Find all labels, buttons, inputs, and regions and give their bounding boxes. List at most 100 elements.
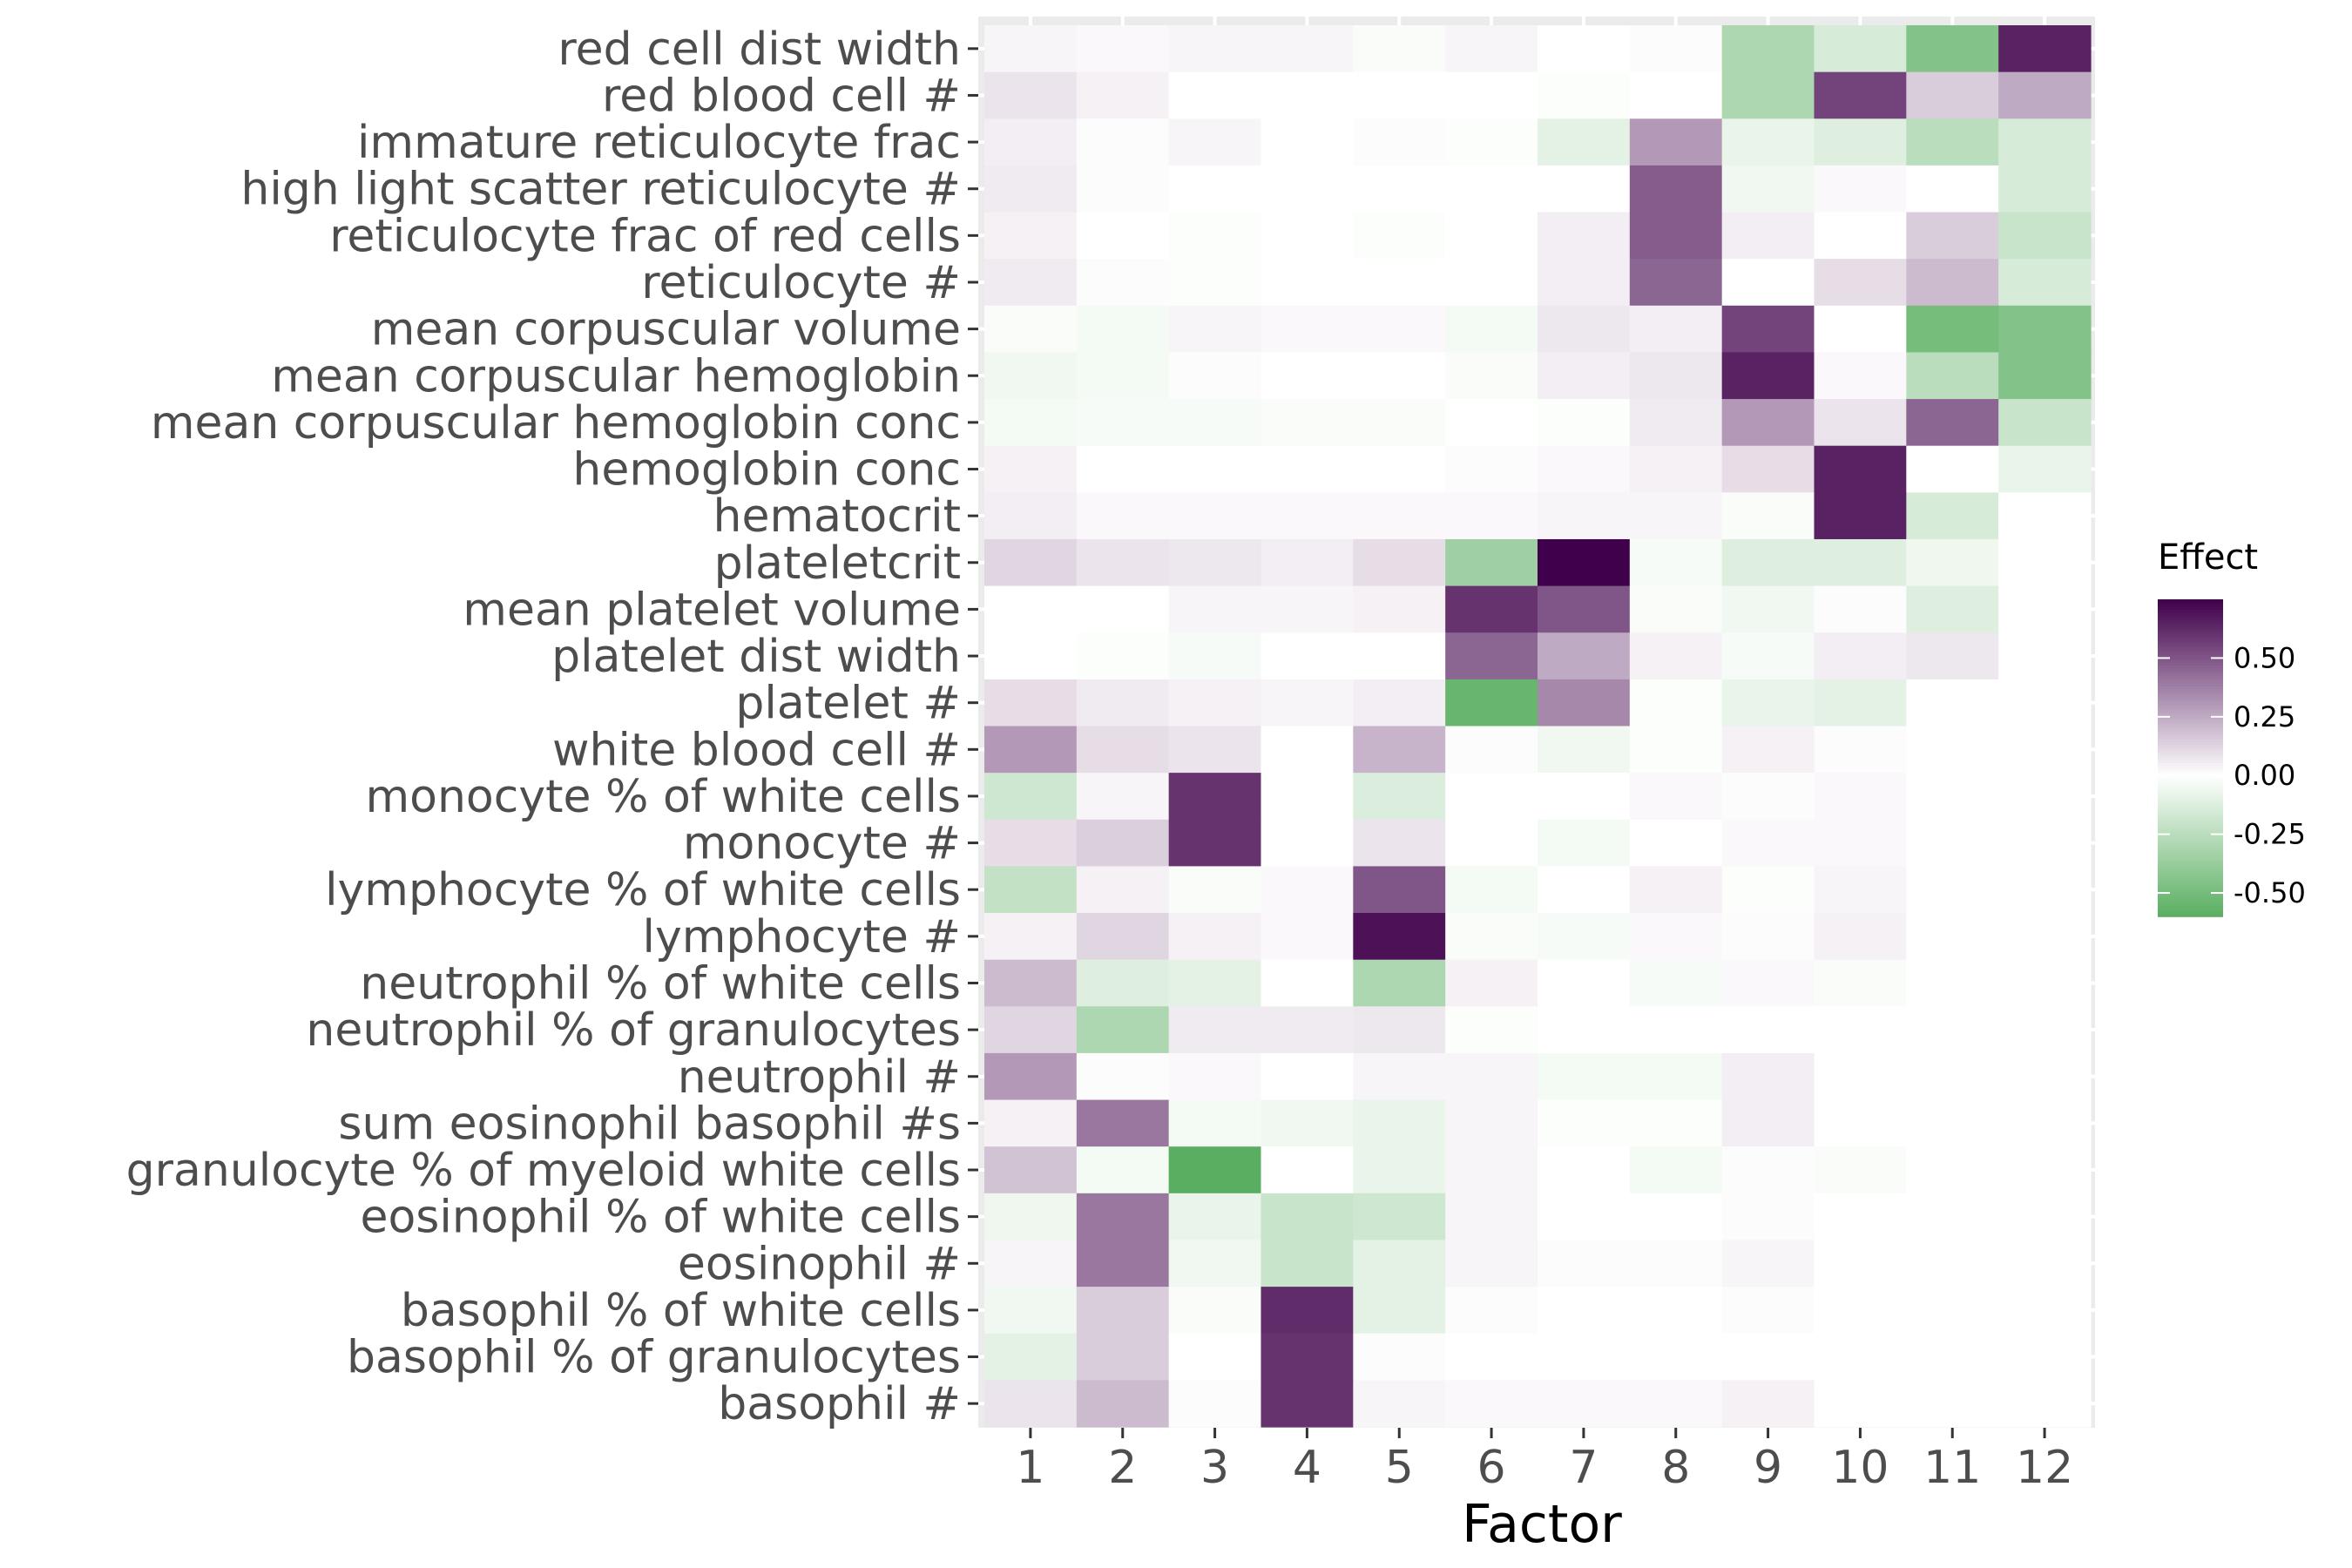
heatmap-cell: [1260, 726, 1354, 774]
colorbar-segment: [2158, 707, 2223, 712]
heatmap-cell: [984, 165, 1078, 213]
colorbar-segment: [2158, 781, 2223, 786]
heatmap-cell: [1076, 305, 1170, 354]
heatmap-cell: [1445, 1006, 1538, 1054]
heatmap-cell: [1538, 305, 1631, 354]
heatmap-cell: [1998, 679, 2092, 727]
heatmap-cell: [1721, 585, 1815, 633]
heatmap-cell: [1814, 1380, 1907, 1428]
heatmap-cell: [1629, 305, 1723, 354]
colorbar-segment: [2158, 897, 2223, 902]
x-tick-label: 8: [1661, 1442, 1690, 1494]
y-tick-label: plateletcrit: [714, 537, 961, 590]
heatmap-cell: [1353, 959, 1446, 1007]
heatmap-cell: [1168, 1287, 1262, 1335]
y-tick-label: mean platelet volume: [463, 584, 961, 636]
heatmap-cell: [1906, 773, 1999, 821]
heatmap-cell: [1260, 959, 1354, 1007]
colorbar-segment: [2158, 705, 2223, 709]
colorbar-segment: [2158, 652, 2223, 656]
x-tick-label: 10: [1831, 1442, 1889, 1494]
y-tick-label: sum eosinophil basophil #s: [338, 1098, 961, 1150]
heatmap-cell: [1168, 538, 1262, 587]
heatmap-cell: [1906, 25, 1999, 73]
heatmap-cell: [1260, 492, 1354, 540]
colorbar-segment: [2158, 662, 2223, 666]
y-tick-label: eosinophil #: [678, 1238, 961, 1290]
heatmap-cell: [1629, 632, 1723, 680]
colorbar-segment: [2158, 667, 2223, 672]
heatmap-cell: [1721, 305, 1815, 354]
colorbar-segment: [2158, 681, 2223, 685]
colorbar-segment: [2158, 861, 2223, 865]
heatmap-cell: [1260, 1146, 1354, 1194]
colorbar-segment: [2158, 644, 2223, 648]
heatmap-cell: [1721, 1333, 1815, 1381]
heatmap-cell: [1998, 913, 2092, 961]
legend-ticks: 0.50 0.25 0.00 -0.25 -0.50: [2158, 641, 2306, 909]
heatmap-cell: [1445, 632, 1538, 680]
heatmap-cell: [1629, 866, 1723, 914]
heatmap-cell: [1814, 445, 1907, 493]
heatmap-cell: [1906, 1333, 1999, 1381]
heatmap-cell: [1814, 305, 1907, 354]
heatmap-cell: [1814, 1240, 1907, 1288]
heatmap-cell: [984, 726, 1078, 774]
colorbar-segment: [2158, 599, 2223, 603]
heatmap-cell: [1353, 118, 1446, 166]
heatmap-cell: [984, 679, 1078, 727]
heatmap-cell: [984, 1287, 1078, 1335]
heatmap-cell: [1353, 305, 1446, 354]
heatmap-cell: [1260, 913, 1354, 961]
heatmap-cell: [1998, 445, 2092, 493]
colorbar-segment: [2158, 733, 2223, 738]
heatmap-cell: [984, 773, 1078, 821]
colorbar-segment: [2158, 760, 2223, 764]
y-tick-label: neutrophil % of granulocytes: [306, 1004, 961, 1057]
heatmap-cell: [1538, 399, 1631, 447]
colorbar-segment: [2158, 726, 2223, 730]
heatmap-cell: [1353, 1146, 1446, 1194]
heatmap-cell: [1168, 1333, 1262, 1381]
heatmap-cell: [1998, 352, 2092, 400]
colorbar-segment: [2158, 763, 2223, 767]
colorbar-segment: [2158, 895, 2223, 899]
heatmap-cell: [1168, 1240, 1262, 1288]
heatmap-cell: [1076, 399, 1170, 447]
heatmap-cell: [1076, 538, 1170, 587]
heatmap-cell: [1721, 445, 1815, 493]
heatmap-cell: [1721, 913, 1815, 961]
colorbar-segment: [2158, 631, 2223, 635]
y-tick-label: monocyte % of white cells: [365, 771, 961, 823]
colorbar-segment: [2158, 792, 2223, 796]
colorbar-segment: [2158, 657, 2223, 661]
heatmap-cell: [1906, 445, 1999, 493]
x-tick-label: 2: [1108, 1442, 1137, 1494]
y-tick-label: platelet dist width: [551, 631, 961, 683]
colorbar-segment: [2158, 871, 2223, 875]
heatmap-cell: [1629, 726, 1723, 774]
heatmap-cell: [1445, 1052, 1538, 1101]
colorbar-segment: [2158, 736, 2223, 740]
heatmap-cell: [1076, 913, 1170, 961]
heatmap-cell: [1721, 773, 1815, 821]
colorbar-segment: [2158, 702, 2223, 706]
heatmap-cell: [1906, 959, 1999, 1007]
colorbar-segment: [2158, 694, 2223, 699]
heatmap-cell: [1814, 165, 1907, 213]
heatmap-cell: [1353, 399, 1446, 447]
heatmap-cell: [1998, 585, 2092, 633]
heatmap-cell: [1629, 118, 1723, 166]
heatmap-cell: [1260, 866, 1354, 914]
heatmap-cell: [1353, 1287, 1446, 1335]
heatmap-cell: [1168, 585, 1262, 633]
heatmap-cell: [984, 1240, 1078, 1288]
x-tick-label: 12: [2016, 1442, 2073, 1494]
colorbar-segment: [2158, 868, 2223, 873]
heatmap-cell: [1629, 212, 1723, 260]
heatmap-cell: [1260, 305, 1354, 354]
y-tick-label: neutrophil % of white cells: [360, 957, 961, 1010]
heatmap-cell: [1629, 352, 1723, 400]
heatmap-cell: [1445, 538, 1538, 587]
heatmap-cell: [1260, 1333, 1354, 1381]
